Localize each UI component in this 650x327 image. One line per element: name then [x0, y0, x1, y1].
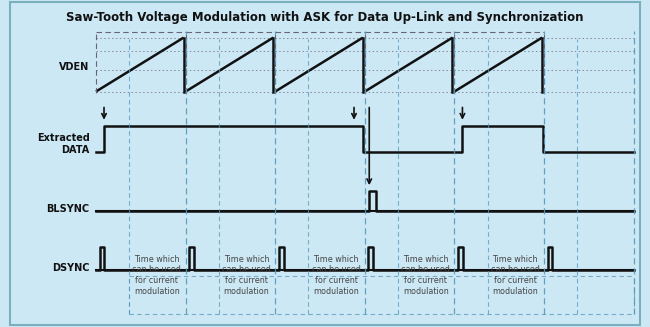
Text: Time which
can be used
for current
modulation: Time which can be used for current modul… — [491, 255, 540, 296]
Text: Time which
can be used
for current
modulation: Time which can be used for current modul… — [401, 255, 450, 296]
Text: BLSYNC: BLSYNC — [46, 204, 90, 214]
Text: Time which
can be used
for current
modulation: Time which can be used for current modul… — [311, 255, 361, 296]
Text: Time which
can be used
for current
modulation: Time which can be used for current modul… — [133, 255, 181, 296]
FancyBboxPatch shape — [10, 2, 640, 325]
Text: Time which
can be used
for current
modulation: Time which can be used for current modul… — [222, 255, 271, 296]
Text: Saw-Tooth Voltage Modulation with ASK for Data Up-Link and Synchronization: Saw-Tooth Voltage Modulation with ASK fo… — [66, 11, 584, 25]
Text: Extracted
DATA: Extracted DATA — [36, 133, 90, 155]
Text: DSYNC: DSYNC — [52, 263, 90, 273]
Text: VDEN: VDEN — [59, 62, 90, 72]
